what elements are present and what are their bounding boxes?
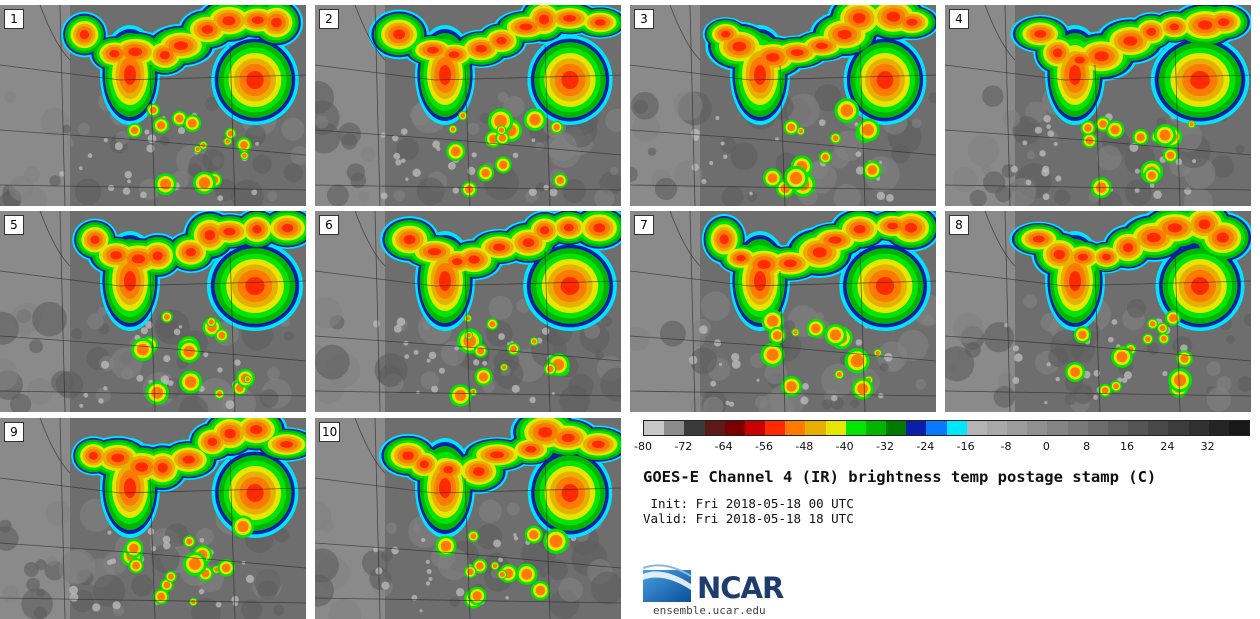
colorbar-tick-labels: -80 -72 -64 -56 -48 -40 -32 -24 -16 -8 0 8 16 24 32	[643, 440, 1248, 454]
colorbar-swatch	[926, 421, 946, 435]
ncar-logo-text: NCAR	[697, 571, 783, 605]
colorbar-swatch	[1148, 421, 1168, 435]
colorbar-swatch	[1229, 421, 1249, 435]
panel-number-label: 7	[634, 215, 654, 235]
satellite-ir-map	[0, 418, 306, 619]
colorbar-swatch	[947, 421, 967, 435]
colorbar-swatch	[1189, 421, 1209, 435]
satellite-ir-map	[315, 211, 621, 412]
colorbar-swatch	[967, 421, 987, 435]
colorbar-tick-label: -24	[916, 440, 934, 453]
colorbar-swatch	[1209, 421, 1229, 435]
map-panel: 6	[315, 211, 621, 412]
colorbar-swatch	[906, 421, 926, 435]
satellite-ir-map	[630, 5, 936, 206]
panel-number-label: 6	[319, 215, 339, 235]
colorbar-tick-label: 24	[1160, 440, 1174, 453]
colorbar-swatch	[745, 421, 765, 435]
colorbar-swatch	[1007, 421, 1027, 435]
panel-number-label: 8	[949, 215, 969, 235]
colorbar-swatch	[1128, 421, 1148, 435]
satellite-ir-map	[315, 5, 621, 206]
colorbar-swatch	[644, 421, 664, 435]
map-panel: 9	[0, 418, 306, 619]
satellite-ir-map	[945, 211, 1251, 412]
colorbar-tick-label: -48	[795, 440, 813, 453]
colorbar-tick-label: -56	[755, 440, 773, 453]
map-panel: 3	[630, 5, 936, 206]
map-panel: 2	[315, 5, 621, 206]
map-panel: 5	[0, 211, 306, 412]
colorbar-swatch	[785, 421, 805, 435]
colorbar-tick-label: -8	[1001, 440, 1012, 453]
colorbar-tick-label: 8	[1083, 440, 1090, 453]
satellite-ir-map	[945, 5, 1251, 206]
colorbar-swatch	[765, 421, 785, 435]
colorbar	[643, 420, 1250, 436]
panel-number-label: 5	[4, 215, 24, 235]
colorbar-tick-label: -16	[957, 440, 975, 453]
colorbar-swatch	[886, 421, 906, 435]
colorbar-swatch	[826, 421, 846, 435]
colorbar-tick-label: -80	[634, 440, 652, 453]
colorbar-swatch	[866, 421, 886, 435]
colorbar-swatch	[1068, 421, 1088, 435]
colorbar-tick-label: -40	[836, 440, 854, 453]
colorbar-swatch	[1047, 421, 1067, 435]
panel-number-label: 2	[319, 9, 339, 29]
colorbar-swatch	[664, 421, 684, 435]
map-panel: 8	[945, 211, 1251, 412]
panel-number-label: 1	[4, 9, 24, 29]
colorbar-swatch	[684, 421, 704, 435]
map-panel: 1	[0, 5, 306, 206]
panel-number-label: 4	[949, 9, 969, 29]
map-panel: 10	[315, 418, 621, 619]
colorbar-tick-label: 16	[1120, 440, 1134, 453]
colorbar-tick-label: 0	[1043, 440, 1050, 453]
site-url: ensemble.ucar.edu	[653, 604, 766, 617]
map-panel: 7	[630, 211, 936, 412]
colorbar-tick-label: -72	[674, 440, 692, 453]
colorbar-swatch	[846, 421, 866, 435]
satellite-ir-map	[0, 5, 306, 206]
colorbar-tick-label: -64	[715, 440, 733, 453]
satellite-ir-map	[0, 211, 306, 412]
colorbar-swatch	[1108, 421, 1128, 435]
colorbar-swatch	[805, 421, 825, 435]
colorbar-swatch	[725, 421, 745, 435]
valid-time: Valid: Fri 2018-05-18 18 UTC	[643, 511, 854, 526]
colorbar-swatch	[1088, 421, 1108, 435]
satellite-ir-map	[630, 211, 936, 412]
colorbar-swatch	[987, 421, 1007, 435]
colorbar-swatch	[1168, 421, 1188, 435]
colorbar-swatch	[1027, 421, 1047, 435]
panel-number-label: 10	[319, 422, 340, 442]
satellite-ir-map	[315, 418, 621, 619]
colorbar-tick-label: -32	[876, 440, 894, 453]
map-panel: 4	[945, 5, 1251, 206]
colorbar-tick-label: 32	[1201, 440, 1215, 453]
init-time: Init: Fri 2018-05-18 00 UTC	[643, 496, 854, 511]
panel-number-label: 9	[4, 422, 24, 442]
figure-title: GOES-E Channel 4 (IR) brightness temp po…	[643, 468, 1156, 486]
panel-number-label: 3	[634, 9, 654, 29]
colorbar-swatch	[705, 421, 725, 435]
